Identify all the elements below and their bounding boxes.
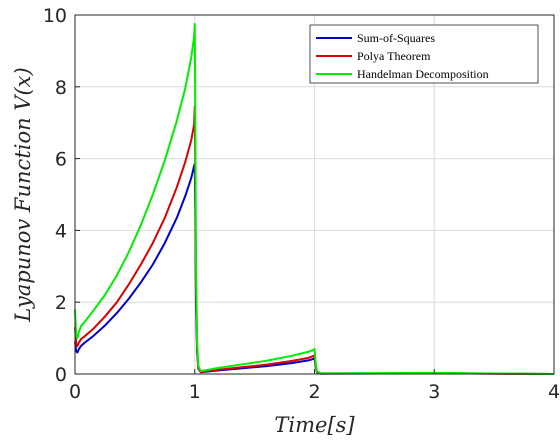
axis-ticks: 0 1 2 3 4 0 2 4 6 8 10 [43, 5, 560, 403]
y-tick-label: 10 [43, 5, 67, 27]
y-axis-label: Lyapunov Function V(x) [11, 67, 35, 322]
legend: Sum-of-Squares Polya Theorem Handelman Dec… [309, 24, 539, 84]
x-tick-label: 2 [308, 381, 320, 403]
y-tick-label: 2 [55, 292, 67, 314]
legend-entry-0: Sum-of-Squares [357, 31, 435, 45]
series-lines [74, 22, 555, 375]
x-axis-label: Time[s] [274, 413, 355, 437]
y-tick-label: 6 [55, 149, 67, 171]
x-tick-label: 3 [428, 381, 440, 403]
legend-entry-1: Polya Theorem [357, 49, 431, 63]
series-line-2 [74, 22, 555, 375]
y-tick-label: 8 [55, 77, 67, 99]
legend-entry-2: Handelman Decomposition [357, 67, 489, 81]
x-tick-label: 4 [548, 381, 560, 403]
y-tick-label: 4 [55, 220, 67, 242]
y-tick-label: 0 [55, 364, 67, 386]
x-tick-label: 1 [189, 381, 201, 403]
x-tick-label: 0 [69, 381, 81, 403]
